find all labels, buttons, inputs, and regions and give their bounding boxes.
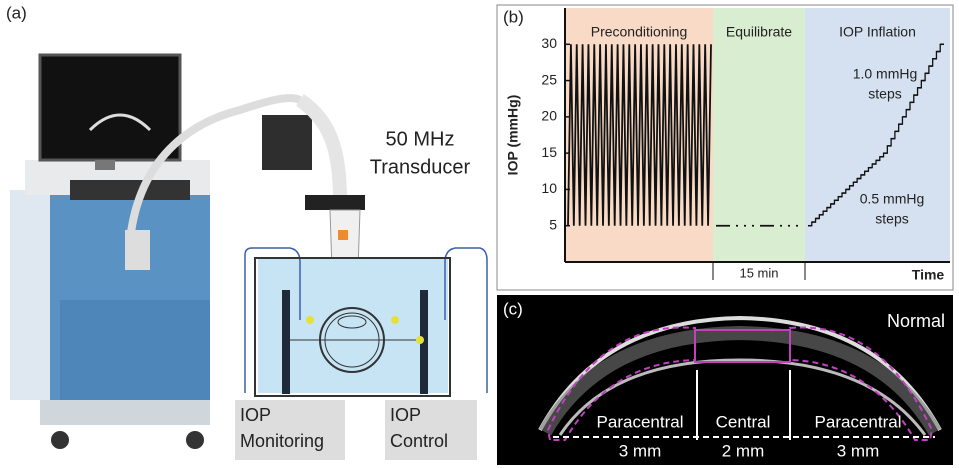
region-size: 3 mm [619, 441, 662, 460]
annotation: 1.0 mmHg [853, 66, 918, 82]
control-label: IOP [390, 405, 421, 425]
duration-label: 15 min [739, 265, 778, 280]
region-name: Paracentral [597, 412, 684, 431]
panel-label: (c) [503, 299, 523, 318]
phase-label: Preconditioning [591, 24, 688, 40]
control-label: Control [390, 431, 448, 451]
annotation: steps [868, 86, 901, 102]
y-tick-label: 15 [541, 144, 557, 160]
region-name: Paracentral [815, 412, 902, 431]
monitoring-label: Monitoring [240, 431, 324, 451]
y-axis-label: IOP (mmHg) [505, 95, 521, 176]
region-size: 3 mm [837, 441, 880, 460]
x-axis-label: Time [912, 267, 945, 283]
region-name: Central [716, 412, 771, 431]
phase-label: IOP Inflation [839, 24, 916, 40]
phase-label: Equilibrate [726, 24, 792, 40]
panel-label: (b) [503, 7, 524, 26]
y-tick-label: 10 [541, 180, 557, 196]
panel-a-artwork [10, 55, 487, 460]
y-tick-label: 5 [549, 216, 557, 232]
y-tick-label: 25 [541, 71, 557, 87]
condition-label: Normal [887, 311, 945, 331]
transducer-label: Transducer [370, 156, 471, 178]
y-tick-label: 20 [541, 108, 557, 124]
monitoring-label: IOP [240, 405, 271, 425]
region-size: 2 mm [722, 441, 765, 460]
y-tick-label: 30 [541, 35, 557, 51]
annotation: 0.5 mmHg [860, 191, 925, 207]
figure: (a) 50 MHz Transducer IOP Monitoring IOP… [0, 0, 959, 468]
phase-region [713, 8, 805, 262]
chart: Preconditioning Equilibrate IOP Inflation 5… [505, 8, 950, 283]
transducer-label: 50 MHz [386, 128, 455, 150]
annotation: steps [875, 211, 908, 227]
panel-label: (a) [6, 3, 27, 22]
